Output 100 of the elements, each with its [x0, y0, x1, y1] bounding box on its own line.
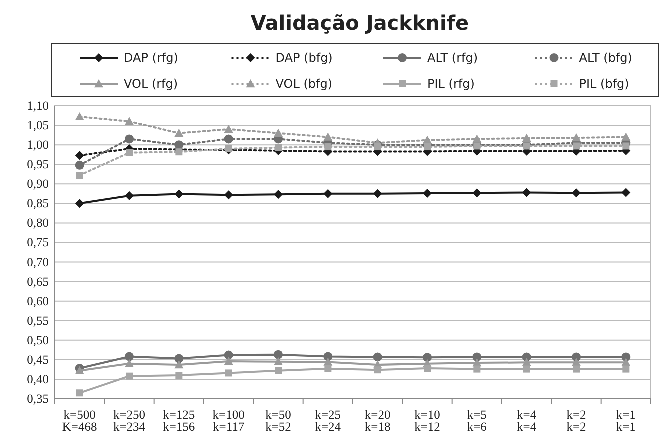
chart-title: Validação Jackknife [250, 11, 470, 35]
y-tick-label: 0,80 [27, 216, 49, 230]
point [373, 352, 382, 362]
point [125, 359, 134, 368]
point [174, 140, 184, 150]
y-tick-label: 0,85 [27, 196, 49, 211]
point [125, 191, 134, 200]
point [572, 134, 581, 142]
y-tick-label: 0,90 [27, 177, 49, 192]
point [374, 144, 382, 151]
point [174, 128, 184, 137]
point [126, 372, 133, 380]
point [126, 149, 133, 156]
legend-label: PIL (bfg) [579, 77, 630, 91]
point [274, 190, 283, 200]
point [522, 188, 532, 198]
point [76, 390, 84, 397]
point [622, 358, 631, 366]
point [423, 136, 432, 144]
point [523, 366, 530, 373]
point [324, 365, 332, 372]
y-tick-label: 1,00 [27, 138, 49, 152]
x-tick-label: k=5 k=6 [467, 408, 487, 434]
point [274, 128, 283, 137]
point [573, 142, 580, 150]
point [275, 144, 282, 152]
point [522, 358, 532, 366]
point [424, 144, 431, 151]
x-tick-label: k=1 k=1 [616, 408, 636, 434]
point [324, 358, 333, 366]
point [622, 132, 631, 141]
point [274, 357, 283, 366]
point [373, 189, 382, 198]
point [274, 350, 283, 360]
y-tick-label: 0,35 [27, 392, 49, 406]
y-tick-label: 0,75 [27, 236, 49, 250]
y-tick-label: 0,50 [27, 333, 49, 348]
point [225, 145, 232, 152]
x-tick-label: k=50 k=52 [266, 408, 292, 434]
legend-label: ALT (rfg) [428, 51, 478, 65]
point [224, 350, 234, 360]
point [224, 190, 234, 200]
point [125, 134, 134, 144]
legend-label: PIL (rfg) [428, 77, 475, 91]
x-tick-label: k=25 k=24 [315, 408, 342, 434]
y-tick-label: 0,95 [27, 158, 49, 172]
y-tick-label: 1,05 [27, 118, 49, 133]
point [75, 160, 84, 170]
legend-label: DAP (rfg) [124, 51, 178, 65]
point [125, 352, 134, 362]
point [522, 134, 532, 142]
y-tick-label: 0,65 [27, 274, 49, 289]
x-tick-label: k=100 k=117 [212, 408, 245, 434]
legend-label: VOL (bfg) [276, 77, 333, 91]
point [75, 151, 84, 160]
legend-label: ALT (bfg) [579, 51, 632, 65]
x-tick-label: k=4 k=4 [517, 408, 538, 434]
point [224, 124, 234, 134]
x-tick-label: k=10 k=12 [414, 408, 440, 434]
point [75, 112, 84, 121]
y-tick-label: 0,70 [27, 255, 49, 270]
point [125, 117, 134, 126]
point [374, 366, 382, 374]
y-tick-label: 0,45 [27, 352, 49, 367]
point [324, 189, 333, 198]
point [472, 134, 482, 143]
point [424, 365, 431, 372]
x-tick-label: k=2 k=2 [566, 408, 586, 434]
point [176, 148, 183, 156]
point [176, 372, 183, 380]
point [423, 353, 432, 362]
x-tick-label: k=500 K=468 [62, 408, 98, 434]
point [573, 366, 580, 373]
x-tick-label: k=250 k=234 [113, 408, 146, 434]
point [472, 188, 482, 198]
y-tick-label: 0,40 [27, 372, 49, 386]
y-tick-label: 0,60 [27, 294, 49, 308]
point [76, 172, 84, 180]
point [75, 199, 84, 208]
point [423, 189, 432, 198]
x-tick-label: k=20 k=18 [364, 408, 391, 434]
y-tick-label: 0,55 [27, 314, 49, 328]
point [622, 188, 631, 198]
point [224, 134, 234, 144]
point [572, 188, 581, 198]
point [324, 144, 332, 151]
x-tick-label: k=125 k=156 [163, 408, 196, 434]
point [174, 354, 184, 364]
point [324, 132, 333, 141]
point [572, 358, 581, 366]
point [225, 370, 232, 377]
point [275, 367, 282, 374]
point [622, 142, 630, 150]
point [622, 366, 630, 373]
point [474, 366, 481, 373]
y-tick-label: 1,10 [27, 99, 49, 113]
legend-label: VOL (rfg) [124, 77, 178, 91]
point [224, 356, 234, 366]
legend-label: DAP (bfg) [276, 51, 333, 65]
point [174, 360, 184, 369]
